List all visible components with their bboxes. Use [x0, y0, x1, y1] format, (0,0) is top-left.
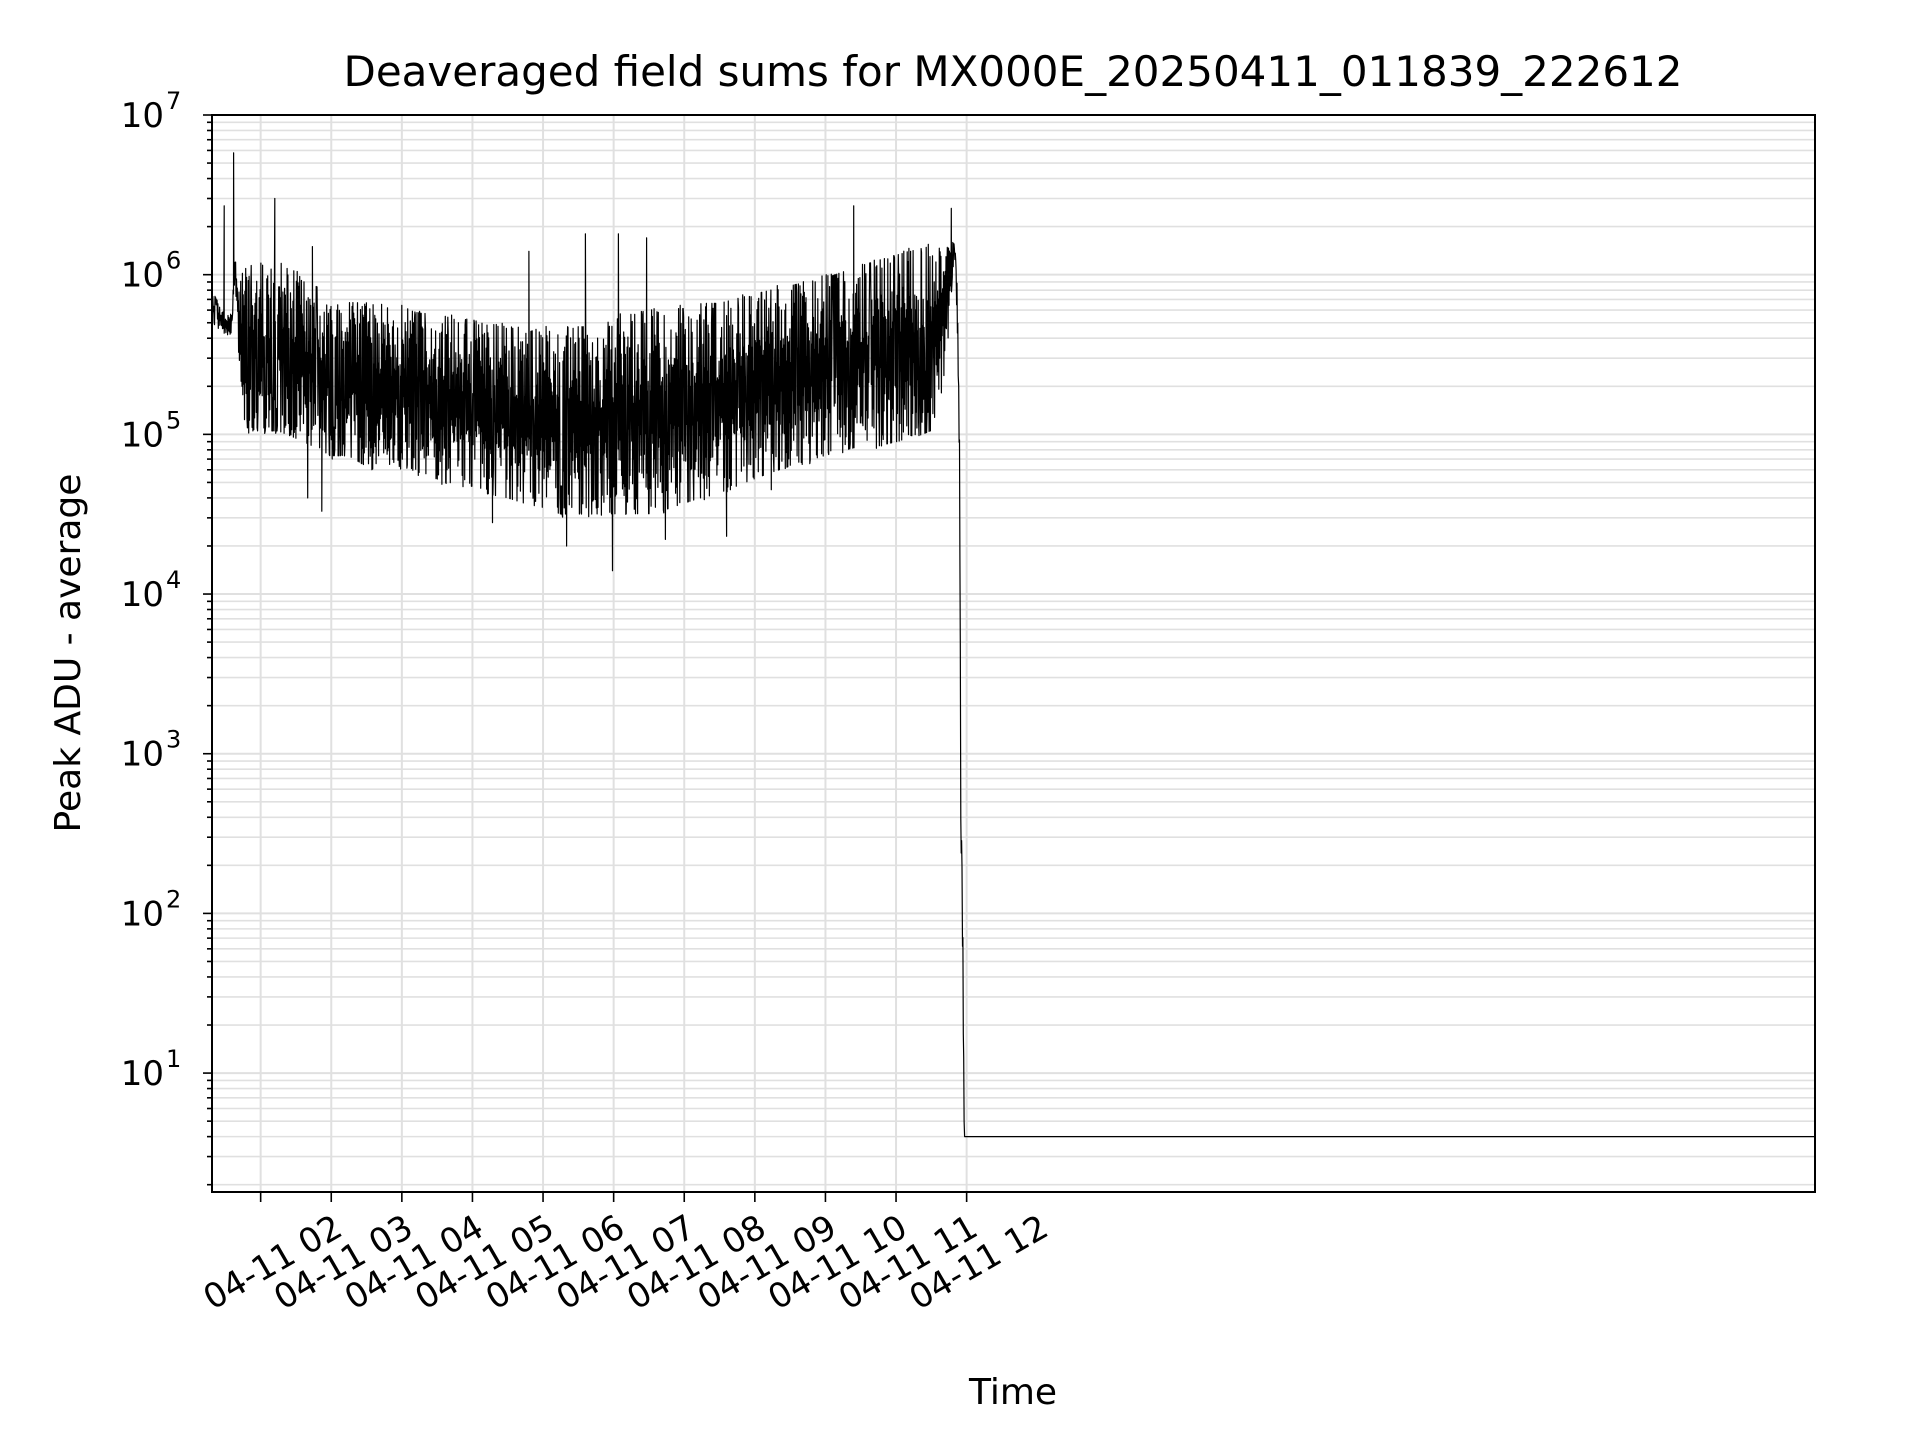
- y-tick-exponent: 5: [166, 406, 181, 434]
- y-tick-label: 10: [121, 735, 164, 775]
- y-tick-exponent: 1: [166, 1045, 181, 1073]
- y-tick-label: 10: [121, 894, 164, 934]
- y-tick-exponent: 2: [166, 885, 181, 913]
- x-axis-label: Time: [968, 1372, 1057, 1413]
- series-trace: [211, 152, 1816, 1138]
- y-tick-exponent: 7: [166, 87, 181, 115]
- y-tick-exponent: 3: [166, 726, 181, 754]
- y-tick-exponent: 4: [166, 566, 181, 594]
- y-tick-label: 10: [121, 415, 164, 455]
- y-tick-label: 10: [121, 256, 164, 296]
- y-axis-label: Peak ADU - average: [48, 474, 89, 833]
- y-tick-exponent: 6: [166, 247, 181, 275]
- grid: [212, 114, 1815, 1192]
- y-tick-label: 10: [121, 575, 164, 615]
- plot-area-frame: [211, 114, 1816, 1193]
- y-tick-label: 10: [121, 96, 164, 136]
- chart-title: Deaveraged field sums for MX000E_2025041…: [344, 47, 1683, 96]
- y-tick-label: 10: [121, 1054, 164, 1094]
- series-line: [211, 152, 1816, 1138]
